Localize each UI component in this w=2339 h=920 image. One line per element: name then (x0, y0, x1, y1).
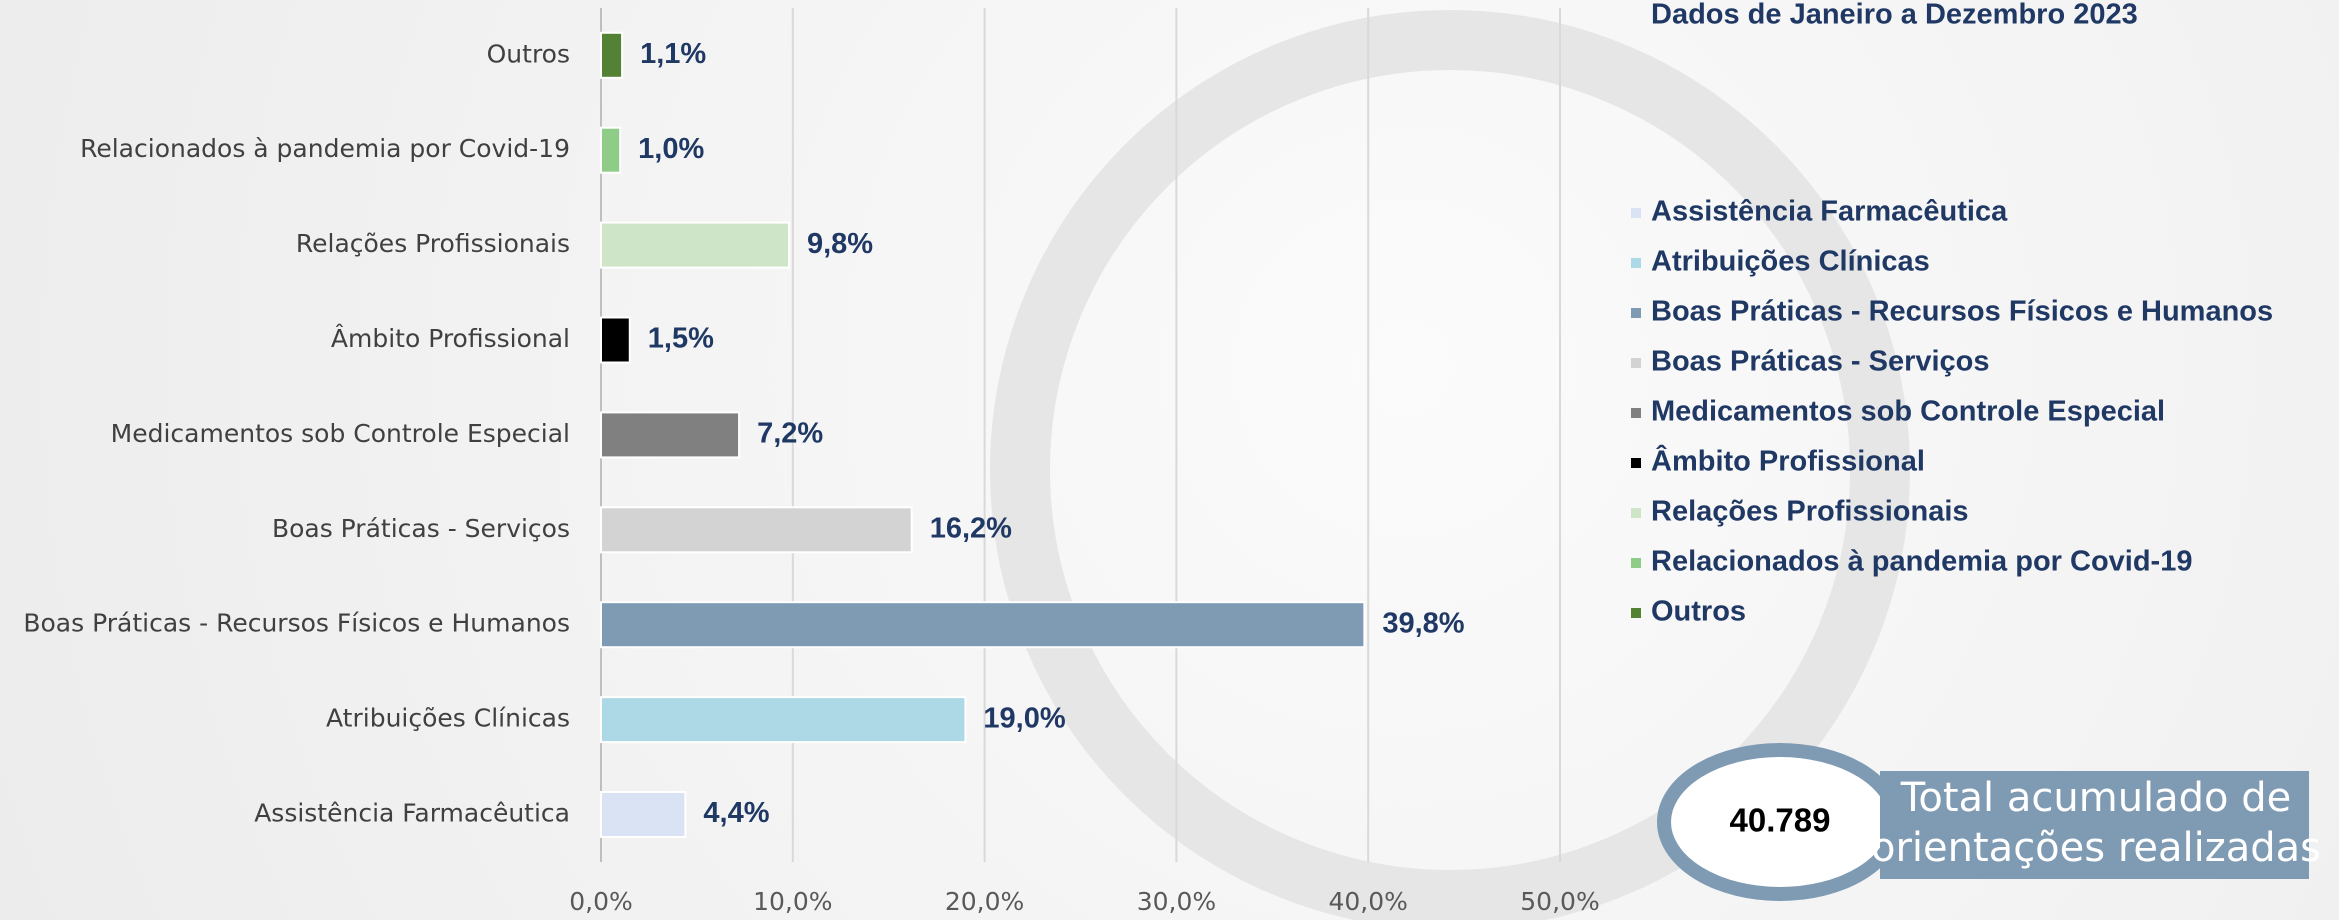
value-label: 19,0% (983, 702, 1065, 734)
legend-swatch (1631, 208, 1641, 218)
x-tick-label: 30,0% (1137, 887, 1216, 916)
value-label: 39,8% (1382, 607, 1464, 639)
total-value: 40.789 (1730, 802, 1831, 839)
value-label: 16,2% (930, 512, 1012, 544)
legend-label: Relacionados à pandemia por Covid-19 (1651, 546, 2192, 578)
x-tick-label: 10,0% (753, 887, 832, 916)
x-tick-label: 0,0% (569, 887, 633, 916)
category-label: Assistência Farmacêutica (254, 799, 570, 828)
legend-swatch (1631, 458, 1641, 468)
legend-swatch (1631, 358, 1641, 368)
value-label: 1,5% (648, 323, 714, 355)
legend-swatch (1631, 258, 1641, 268)
category-label: Boas Práticas - Serviços (272, 514, 570, 543)
value-label: 1,1% (640, 38, 706, 70)
value-label: 4,4% (703, 797, 769, 829)
page: Dados de Janeiro a Dezembro 2023 40.789 … (0, 0, 2339, 920)
legend-swatch (1631, 558, 1641, 568)
legend-label: Boas Práticas - Recursos Físicos e Human… (1651, 296, 2273, 328)
bar (601, 33, 622, 78)
total-caption: orientações realizadas (1871, 825, 2321, 871)
bar (601, 507, 912, 552)
chart: Dados de Janeiro a Dezembro 2023 40.789 … (0, 0, 2339, 920)
legend-label: Outros (1651, 596, 1746, 628)
category-label: Atribuições Clínicas (326, 704, 570, 733)
total-caption: Total acumulado de (1900, 775, 2292, 821)
category-label: Boas Práticas - Recursos Físicos e Human… (23, 609, 570, 638)
value-label: 7,2% (757, 418, 823, 450)
legend-label: Medicamentos sob Controle Especial (1651, 396, 2165, 428)
bar (601, 792, 685, 837)
value-label: 1,0% (638, 133, 704, 165)
bar (601, 128, 620, 173)
chart-title: Dados de Janeiro a Dezembro 2023 (1651, 0, 2138, 31)
category-label: Âmbito Profissional (331, 324, 570, 353)
legend-swatch (1631, 308, 1641, 318)
bar (601, 602, 1364, 647)
value-label: 9,8% (807, 228, 873, 260)
legend-label: Relações Profissionais (1651, 496, 1969, 528)
legend-label: Boas Práticas - Serviços (1651, 346, 1990, 378)
legend-swatch (1631, 608, 1641, 618)
legend-label: Assistência Farmacêutica (1651, 196, 2008, 228)
x-tick-label: 50,0% (1520, 887, 1599, 916)
legend-swatch (1631, 408, 1641, 418)
bar (601, 412, 739, 457)
bar (601, 318, 630, 363)
legend-label: Atribuições Clínicas (1651, 246, 1930, 278)
category-label: Medicamentos sob Controle Especial (111, 419, 570, 448)
x-tick-label: 20,0% (945, 887, 1024, 916)
category-label: Relações Profissionais (296, 229, 570, 258)
bar (601, 697, 965, 742)
bar (601, 223, 789, 268)
category-label: Relacionados à pandemia por Covid-19 (80, 134, 570, 163)
legend-label: Âmbito Profissional (1651, 444, 1925, 478)
x-tick-label: 40,0% (1328, 887, 1407, 916)
legend-swatch (1631, 508, 1641, 518)
category-label: Outros (487, 39, 570, 68)
